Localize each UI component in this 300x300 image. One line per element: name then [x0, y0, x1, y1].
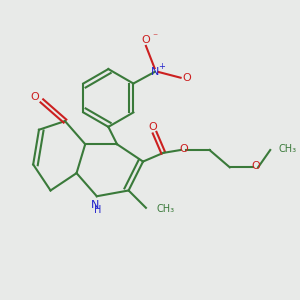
- Text: H: H: [94, 205, 101, 215]
- Text: +: +: [158, 62, 165, 71]
- Text: CH₃: CH₃: [279, 144, 297, 154]
- Text: ⁻: ⁻: [153, 32, 158, 42]
- Text: O: O: [183, 73, 191, 83]
- Text: O: O: [251, 161, 260, 171]
- Text: O: O: [179, 144, 188, 154]
- Text: O: O: [142, 34, 150, 45]
- Text: N: N: [150, 67, 159, 77]
- Text: N: N: [91, 200, 100, 210]
- Text: O: O: [30, 92, 39, 102]
- Text: O: O: [149, 122, 158, 133]
- Text: CH₃: CH₃: [156, 204, 175, 214]
